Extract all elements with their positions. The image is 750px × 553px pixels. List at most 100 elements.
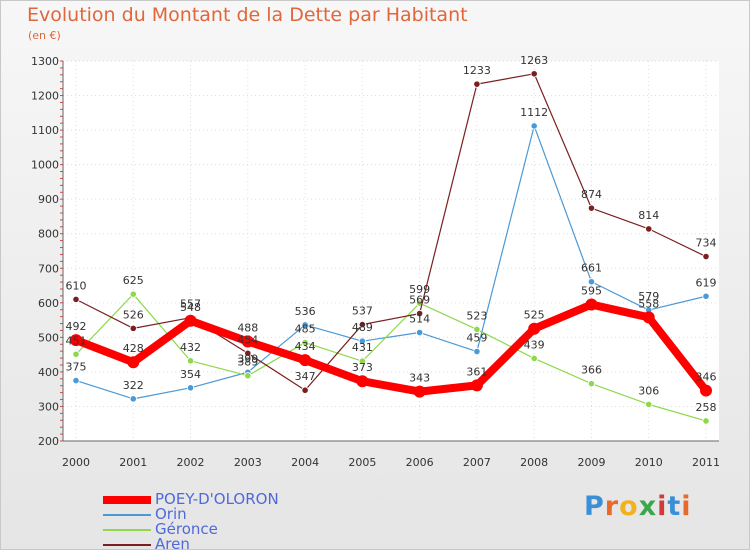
data-point bbox=[530, 122, 538, 130]
data-point bbox=[470, 379, 483, 392]
data-point bbox=[702, 417, 710, 425]
data-label: 431 bbox=[352, 341, 373, 354]
x-tick-label: 2000 bbox=[62, 456, 90, 469]
data-label: 454 bbox=[237, 333, 258, 346]
data-label: 485 bbox=[295, 323, 316, 336]
series-line-0 bbox=[72, 300, 710, 396]
data-point bbox=[358, 357, 366, 365]
y-axis-unit: (en €) bbox=[28, 29, 61, 42]
data-label: 354 bbox=[180, 368, 201, 381]
x-tick-label: 2003 bbox=[234, 456, 262, 469]
data-point bbox=[530, 70, 538, 78]
data-label: 492 bbox=[66, 320, 87, 333]
data-point bbox=[702, 292, 710, 300]
y-tick-label: 900 bbox=[38, 193, 59, 206]
x-tick-label: 2007 bbox=[463, 456, 491, 469]
y-tick-label: 800 bbox=[38, 228, 59, 241]
data-label: 579 bbox=[638, 290, 659, 303]
data-point bbox=[585, 298, 598, 311]
x-tick-label: 2006 bbox=[406, 456, 434, 469]
data-label: 375 bbox=[66, 361, 87, 374]
data-label: 599 bbox=[409, 283, 430, 296]
data-label: 361 bbox=[466, 365, 487, 378]
data-label: 536 bbox=[295, 305, 316, 318]
data-label: 366 bbox=[581, 364, 602, 377]
y-tick-label: 400 bbox=[38, 366, 59, 379]
data-point bbox=[530, 354, 538, 363]
legend-swatch bbox=[103, 496, 151, 504]
x-tick-label: 2008 bbox=[520, 456, 548, 469]
data-label: 258 bbox=[696, 401, 717, 414]
y-tick-label: 1000 bbox=[31, 159, 59, 172]
legend-swatch bbox=[103, 529, 151, 531]
series-line-2 bbox=[75, 293, 707, 422]
data-label: 389 bbox=[237, 356, 258, 369]
x-tick-label: 2009 bbox=[577, 456, 605, 469]
data-point bbox=[413, 385, 426, 398]
data-label: 814 bbox=[638, 209, 659, 222]
data-label: 610 bbox=[66, 279, 87, 292]
data-point bbox=[587, 380, 596, 388]
legend-label: Aren bbox=[155, 535, 190, 553]
chart-title: Evolution du Montant de la Dette par Hab… bbox=[27, 4, 468, 26]
data-point bbox=[642, 311, 655, 324]
data-label: 1263 bbox=[520, 54, 548, 67]
data-point bbox=[186, 357, 195, 365]
data-label: 322 bbox=[123, 379, 144, 392]
data-label: 347 bbox=[295, 370, 316, 383]
logo-letter: r bbox=[604, 491, 620, 522]
plot-area bbox=[63, 61, 719, 441]
data-point bbox=[416, 328, 424, 337]
data-point bbox=[358, 337, 366, 345]
data-point bbox=[127, 356, 140, 369]
data-point bbox=[301, 338, 309, 347]
data-point bbox=[129, 290, 137, 298]
data-label: 537 bbox=[352, 305, 373, 318]
data-point bbox=[244, 349, 252, 357]
data-label: 734 bbox=[696, 237, 717, 250]
x-tick-label: 2004 bbox=[291, 456, 319, 469]
logo-letter: t bbox=[667, 491, 682, 522]
logo-letter: i bbox=[681, 491, 692, 522]
data-point bbox=[72, 350, 80, 358]
data-point bbox=[473, 325, 481, 334]
logo-letter: P bbox=[584, 491, 605, 522]
data-point bbox=[587, 204, 596, 212]
data-point bbox=[645, 400, 653, 408]
data-label: 874 bbox=[581, 188, 602, 201]
data-label: 557 bbox=[180, 298, 201, 311]
data-label: 346 bbox=[696, 371, 717, 384]
data-point bbox=[473, 347, 481, 356]
data-label: 439 bbox=[524, 338, 545, 351]
y-tick-label: 1200 bbox=[31, 90, 59, 103]
data-point bbox=[299, 354, 312, 367]
data-label: 343 bbox=[409, 372, 430, 385]
data-label: 514 bbox=[409, 313, 430, 326]
data-point bbox=[587, 278, 596, 286]
y-tick-label: 700 bbox=[38, 262, 59, 275]
data-label: 373 bbox=[352, 361, 373, 374]
series-line-3 bbox=[75, 73, 707, 391]
x-tick-label: 2010 bbox=[635, 456, 663, 469]
data-label: 306 bbox=[638, 384, 659, 397]
data-label: 569 bbox=[409, 294, 430, 307]
data-label: 526 bbox=[123, 308, 144, 321]
proxiti-logo: Proxiti bbox=[584, 491, 692, 522]
data-point bbox=[645, 225, 653, 233]
data-point bbox=[702, 252, 710, 261]
data-label: 459 bbox=[466, 332, 487, 345]
data-point bbox=[70, 334, 82, 347]
data-point bbox=[129, 395, 137, 403]
data-label: 489 bbox=[352, 321, 373, 334]
data-label: 595 bbox=[581, 285, 602, 298]
data-point bbox=[358, 320, 366, 329]
data-label: 428 bbox=[123, 342, 144, 355]
data-point bbox=[72, 295, 80, 303]
data-label: 1233 bbox=[463, 64, 491, 77]
data-label: 488 bbox=[237, 322, 258, 335]
data-point bbox=[416, 309, 424, 318]
x-tick-label: 2001 bbox=[119, 456, 147, 469]
data-label: 619 bbox=[696, 276, 717, 289]
y-tick-label: 200 bbox=[38, 435, 59, 448]
